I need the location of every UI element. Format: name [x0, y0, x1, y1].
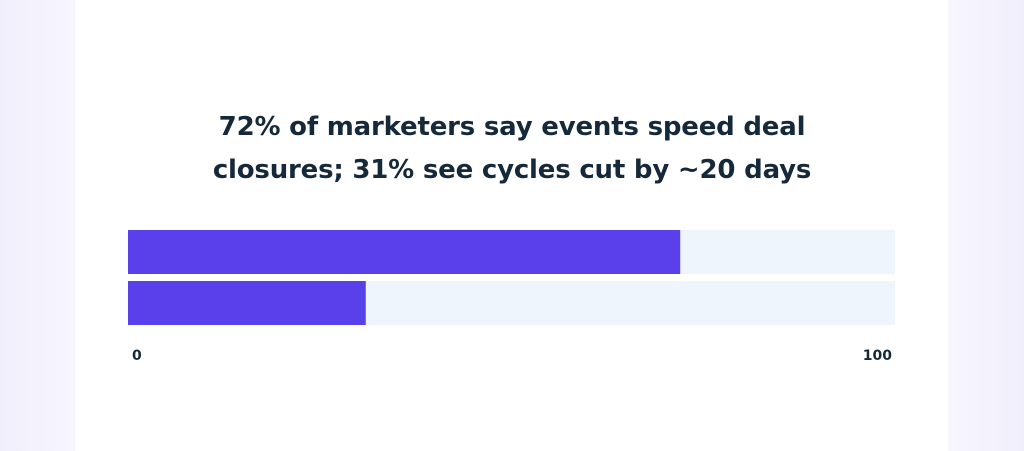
x-tick-label: 0: [132, 348, 142, 364]
x-tick-label: 100: [863, 348, 892, 364]
chart-title: 72% of marketers say events speed deal c…: [212, 112, 812, 185]
bar: [128, 281, 366, 325]
card: [75, 0, 948, 451]
bar: [128, 230, 681, 274]
